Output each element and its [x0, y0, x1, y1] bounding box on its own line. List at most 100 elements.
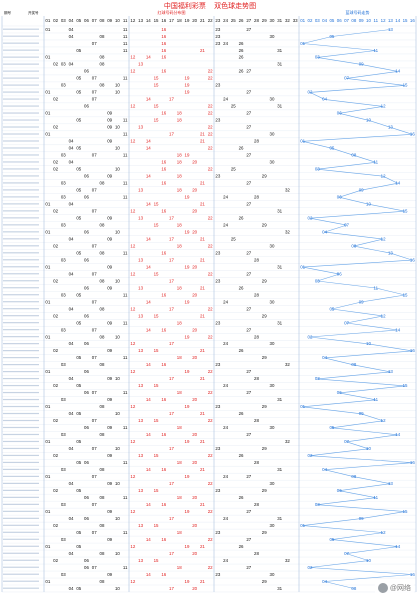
blue-ball-number: 05 — [329, 306, 334, 311]
red-ball-number: 19 — [185, 299, 190, 304]
red-ball-number: 11 — [123, 495, 128, 500]
red-ball-number: 01 — [45, 369, 50, 374]
blue-ball-number: 16 — [410, 572, 415, 577]
red-ball-number: 23 — [215, 83, 220, 88]
blue-ball-number: 08 — [351, 153, 356, 158]
blue-ball-number: 07 — [344, 320, 349, 325]
period-info-bar — [3, 475, 39, 478]
red-ball-number: 15 — [154, 118, 159, 123]
red-ball-number: 19 — [185, 404, 190, 409]
red-ball-number: 18 — [177, 285, 182, 290]
red-ball-number: 01 — [45, 201, 50, 206]
red-ball-number: 07 — [92, 243, 97, 248]
red-ball-number: 13 — [138, 488, 143, 493]
blue-ball-number: 14 — [395, 327, 400, 332]
period-info-bar — [3, 259, 39, 261]
red-ball-number: 31 — [277, 467, 282, 472]
red-ball-number: 17 — [169, 481, 174, 486]
red-ball-number: 03 — [61, 194, 66, 199]
red-ball-number: 20 — [192, 495, 197, 500]
period-info-bar — [3, 49, 39, 51]
red-column-header: 27 — [246, 18, 251, 23]
red-ball-number: 06 — [84, 565, 89, 570]
red-ball-number: 05 — [76, 250, 81, 255]
period-info-bar — [3, 405, 39, 408]
red-ball-number: 20 — [192, 397, 197, 402]
red-ball-number: 04 — [69, 236, 74, 241]
red-ball-number: 05 — [76, 118, 81, 123]
blue-ball-number: 12 — [381, 418, 386, 423]
red-ball-number: 12 — [130, 139, 135, 144]
red-ball-number: 23 — [215, 404, 220, 409]
red-ball-number: 02 — [53, 167, 58, 172]
red-ball-number: 17 — [169, 341, 174, 346]
chart-title-sub: 双色球走势图 — [214, 2, 257, 10]
red-ball-number: 26 — [239, 285, 244, 290]
red-ball-number: 12 — [130, 579, 135, 584]
blue-ball-number: 14 — [395, 181, 400, 186]
red-column-header: 15 — [154, 18, 159, 23]
red-ball-number: 03 — [61, 153, 66, 158]
red-ball-number: 05 — [76, 76, 81, 81]
blue-ball-number: 09 — [359, 299, 364, 304]
red-ball-number: 14 — [146, 502, 151, 507]
red-ball-number: 25 — [231, 167, 236, 172]
red-ball-number: 04 — [69, 341, 74, 346]
red-ball-number: 05 — [76, 215, 81, 220]
blue-ball-number: 07 — [344, 439, 349, 444]
blue-ball-number: 01 — [300, 404, 305, 409]
red-ball-number: 21 — [200, 544, 205, 549]
blue-ball-number: 04 — [322, 579, 327, 584]
blue-ball-number: 06 — [337, 488, 342, 493]
red-ball-number: 29 — [262, 278, 267, 283]
red-ball-number: 09 — [107, 139, 112, 144]
red-ball-number: 28 — [254, 376, 259, 381]
blue-ball-number: 04 — [322, 97, 327, 102]
period-info-bar — [3, 77, 39, 79]
red-column-header: 31 — [277, 18, 282, 23]
red-ball-number: 11 — [123, 41, 128, 46]
red-ball-number: 20 — [192, 551, 197, 556]
period-info-bar — [3, 426, 39, 429]
red-column-header: 19 — [185, 18, 190, 23]
red-ball-number: 18 — [177, 425, 182, 430]
red-column-header: 28 — [254, 18, 259, 23]
red-ball-number: 20 — [192, 188, 197, 193]
red-ball-number: 26 — [239, 146, 244, 151]
period-info-bar — [3, 552, 39, 554]
red-ball-number: 21 — [200, 579, 205, 584]
red-ball-number: 23 — [215, 488, 220, 493]
red-ball-number: 27 — [246, 111, 251, 116]
red-ball-number: 26 — [239, 348, 244, 353]
red-ball-number: 22 — [208, 104, 213, 109]
red-ball-number: 06 — [84, 194, 89, 199]
red-ball-number: 27 — [246, 250, 251, 255]
red-ball-number: 10 — [115, 516, 120, 521]
red-ball-number: 20 — [192, 523, 197, 528]
red-ball-number: 09 — [107, 509, 112, 514]
red-column-header: 09 — [107, 18, 112, 23]
red-ball-number: 07 — [92, 565, 97, 570]
blue-ball-number: 05 — [329, 537, 334, 542]
red-ball-number: 05 — [76, 488, 81, 493]
red-ball-number: 15 — [154, 104, 159, 109]
red-ball-number: 16 — [161, 397, 166, 402]
blue-ball-number: 01 — [300, 41, 305, 46]
red-ball-number: 20 — [192, 327, 197, 332]
red-ball-number: 09 — [107, 125, 112, 130]
blue-ball-number: 15 — [403, 292, 408, 297]
red-ball-number: 17 — [169, 97, 174, 102]
red-ball-number: 17 — [169, 257, 174, 262]
red-ball-number: 20 — [192, 432, 197, 437]
red-column-header: 16 — [161, 18, 166, 23]
red-ball-number: 02 — [53, 488, 58, 493]
red-ball-number: 10 — [115, 446, 120, 451]
period-info-bar — [3, 322, 39, 324]
red-ball-number: 09 — [107, 320, 112, 325]
blue-ball-number: 15 — [403, 83, 408, 88]
blue-column-header: 01 — [300, 18, 305, 23]
period-info-bar — [3, 238, 39, 240]
red-ball-number: 07 — [92, 97, 97, 102]
blue-ball-number: 03 — [315, 278, 320, 283]
red-ball-number: 19 — [185, 153, 190, 158]
